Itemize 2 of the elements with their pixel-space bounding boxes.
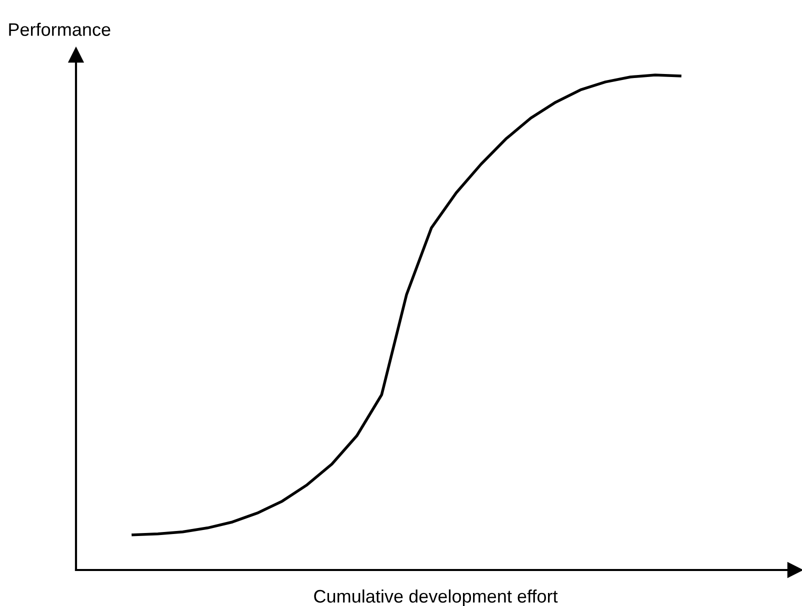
x-axis-title: Cumulative development effort <box>314 589 558 606</box>
y-axis-title: Performance <box>9 22 110 36</box>
